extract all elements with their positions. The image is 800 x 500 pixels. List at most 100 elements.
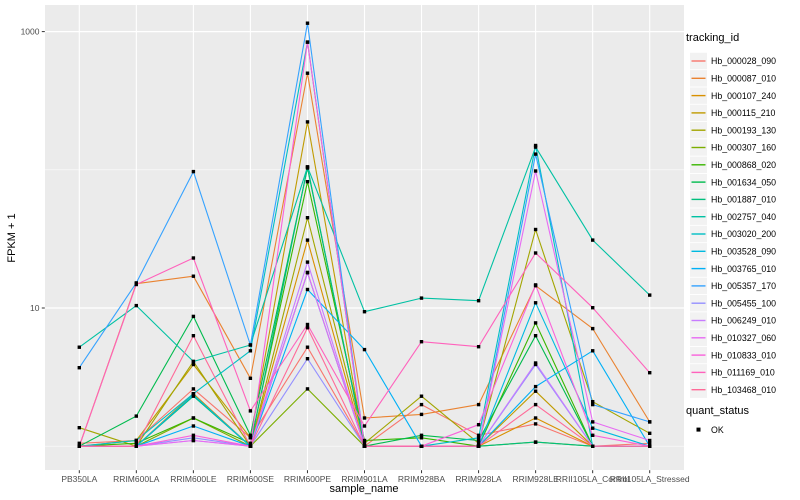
- data-point-marker: [305, 40, 310, 44]
- legend-item-label: Hb_000868_020: [711, 160, 776, 170]
- data-point-marker: [591, 444, 595, 448]
- data-point-marker: [476, 438, 481, 443]
- y-tick-label: 10: [30, 303, 40, 313]
- data-point-marker: [591, 306, 595, 310]
- data-point-marker: [533, 440, 538, 444]
- data-point-marker: [305, 71, 310, 75]
- x-tick-label: RRIM600SE: [227, 474, 275, 484]
- data-point-marker: [191, 274, 196, 278]
- data-point-marker: [476, 299, 481, 303]
- data-point-marker: [476, 436, 481, 440]
- legend-item-label: Hb_001887_010: [711, 195, 776, 205]
- data-point-marker: [77, 441, 81, 445]
- legend-item-label: Hb_000307_160: [711, 143, 776, 153]
- data-point-marker: [134, 414, 138, 418]
- quant-legend-item-label: OK: [711, 425, 724, 435]
- legend-item: Hb_003765_010: [690, 260, 776, 277]
- data-point-marker: [533, 389, 538, 393]
- data-point-marker: [305, 260, 310, 264]
- data-point-marker: [591, 433, 595, 437]
- legend-item-label: Hb_103468_010: [711, 385, 776, 395]
- legend-item: Hb_010327_060: [690, 329, 776, 346]
- data-point-marker: [648, 441, 652, 445]
- data-point-marker: [648, 444, 652, 448]
- legend-item-label: Hb_005455_100: [711, 298, 776, 308]
- data-point-marker: [191, 436, 196, 440]
- legend-item-label: Hb_010327_060: [711, 333, 776, 343]
- data-point-marker: [533, 422, 538, 426]
- quant-legend-item: OK: [690, 421, 724, 438]
- data-point-marker: [248, 349, 253, 353]
- data-point-marker: [305, 165, 310, 169]
- data-point-marker: [362, 441, 367, 445]
- data-point-marker: [533, 152, 538, 156]
- data-point-marker: [591, 326, 595, 331]
- x-tick-label: RRIM600PE: [284, 474, 332, 484]
- legend-item: Hb_001887_010: [690, 191, 776, 208]
- data-point-marker: [419, 340, 424, 344]
- legend-item-label: Hb_000107_240: [711, 91, 776, 101]
- data-point-marker: [305, 21, 310, 25]
- legend-item: Hb_001634_050: [690, 173, 776, 191]
- data-point-marker: [191, 359, 196, 364]
- data-point-marker: [476, 345, 481, 349]
- data-point-marker: [77, 345, 81, 349]
- data-point-marker: [362, 310, 367, 314]
- legend-item-label: Hb_010833_010: [711, 350, 776, 360]
- legend-item-label: Hb_003020_200: [711, 229, 776, 239]
- data-point-marker: [648, 420, 652, 424]
- legend-item-label: Hb_000115_210: [711, 108, 776, 118]
- data-point-marker: [591, 426, 595, 430]
- x-tick-label: RRIM928BA: [398, 474, 446, 484]
- data-point-marker: [419, 444, 424, 448]
- quant-ok-marker: [696, 427, 701, 432]
- legend-item-label: Hb_003765_010: [711, 264, 776, 274]
- data-point-marker: [476, 402, 481, 407]
- data-point-marker: [77, 444, 81, 448]
- data-point-marker: [476, 423, 481, 427]
- legend-item: Hb_103468_010: [690, 381, 776, 398]
- legend-item-label: Hb_006249_010: [711, 316, 776, 326]
- data-point-marker: [305, 287, 310, 292]
- x-axis-title: sample_name: [329, 483, 398, 495]
- data-point-marker: [591, 420, 595, 424]
- data-point-marker: [362, 416, 367, 420]
- data-point-marker: [191, 438, 196, 443]
- legend-item-label: Hb_001634_050: [711, 177, 776, 187]
- data-point-marker: [248, 436, 253, 440]
- x-tick-label: RRII105LA_Control: [556, 474, 630, 484]
- data-point-marker: [305, 345, 310, 349]
- data-point-marker: [305, 216, 310, 220]
- legend-item: Hb_000107_240: [690, 87, 776, 104]
- data-point-marker: [533, 169, 538, 173]
- data-point-marker: [191, 362, 196, 367]
- data-point-marker: [305, 357, 310, 361]
- y-tick-label: 1000: [21, 27, 40, 37]
- data-point-marker: [533, 384, 538, 389]
- legend-item: Hb_000028_090: [690, 52, 776, 70]
- data-point-marker: [419, 436, 424, 440]
- x-tick-label: RRII105LA_Stressed: [610, 474, 690, 484]
- data-point-marker: [648, 438, 652, 443]
- data-point-marker: [305, 238, 310, 242]
- data-point-marker: [134, 444, 138, 448]
- quant-legend-title: quant_status: [686, 405, 749, 417]
- data-point-marker: [134, 303, 138, 308]
- legend-item: Hb_000307_160: [690, 139, 776, 156]
- data-point-marker: [191, 169, 196, 174]
- data-point-marker: [191, 424, 196, 428]
- data-point-marker: [648, 293, 652, 297]
- data-point-marker: [305, 322, 310, 327]
- data-point-marker: [305, 180, 310, 184]
- data-point-marker: [191, 256, 196, 260]
- data-point-marker: [476, 433, 481, 437]
- data-point-marker: [591, 400, 595, 404]
- legend-item: Hb_005455_100: [690, 295, 776, 312]
- data-point-marker: [77, 366, 81, 370]
- legend-item: Hb_005357_170: [690, 277, 776, 295]
- legend-item: Hb_000087_010: [690, 70, 776, 87]
- data-point-marker: [533, 334, 538, 338]
- data-point-marker: [134, 282, 138, 287]
